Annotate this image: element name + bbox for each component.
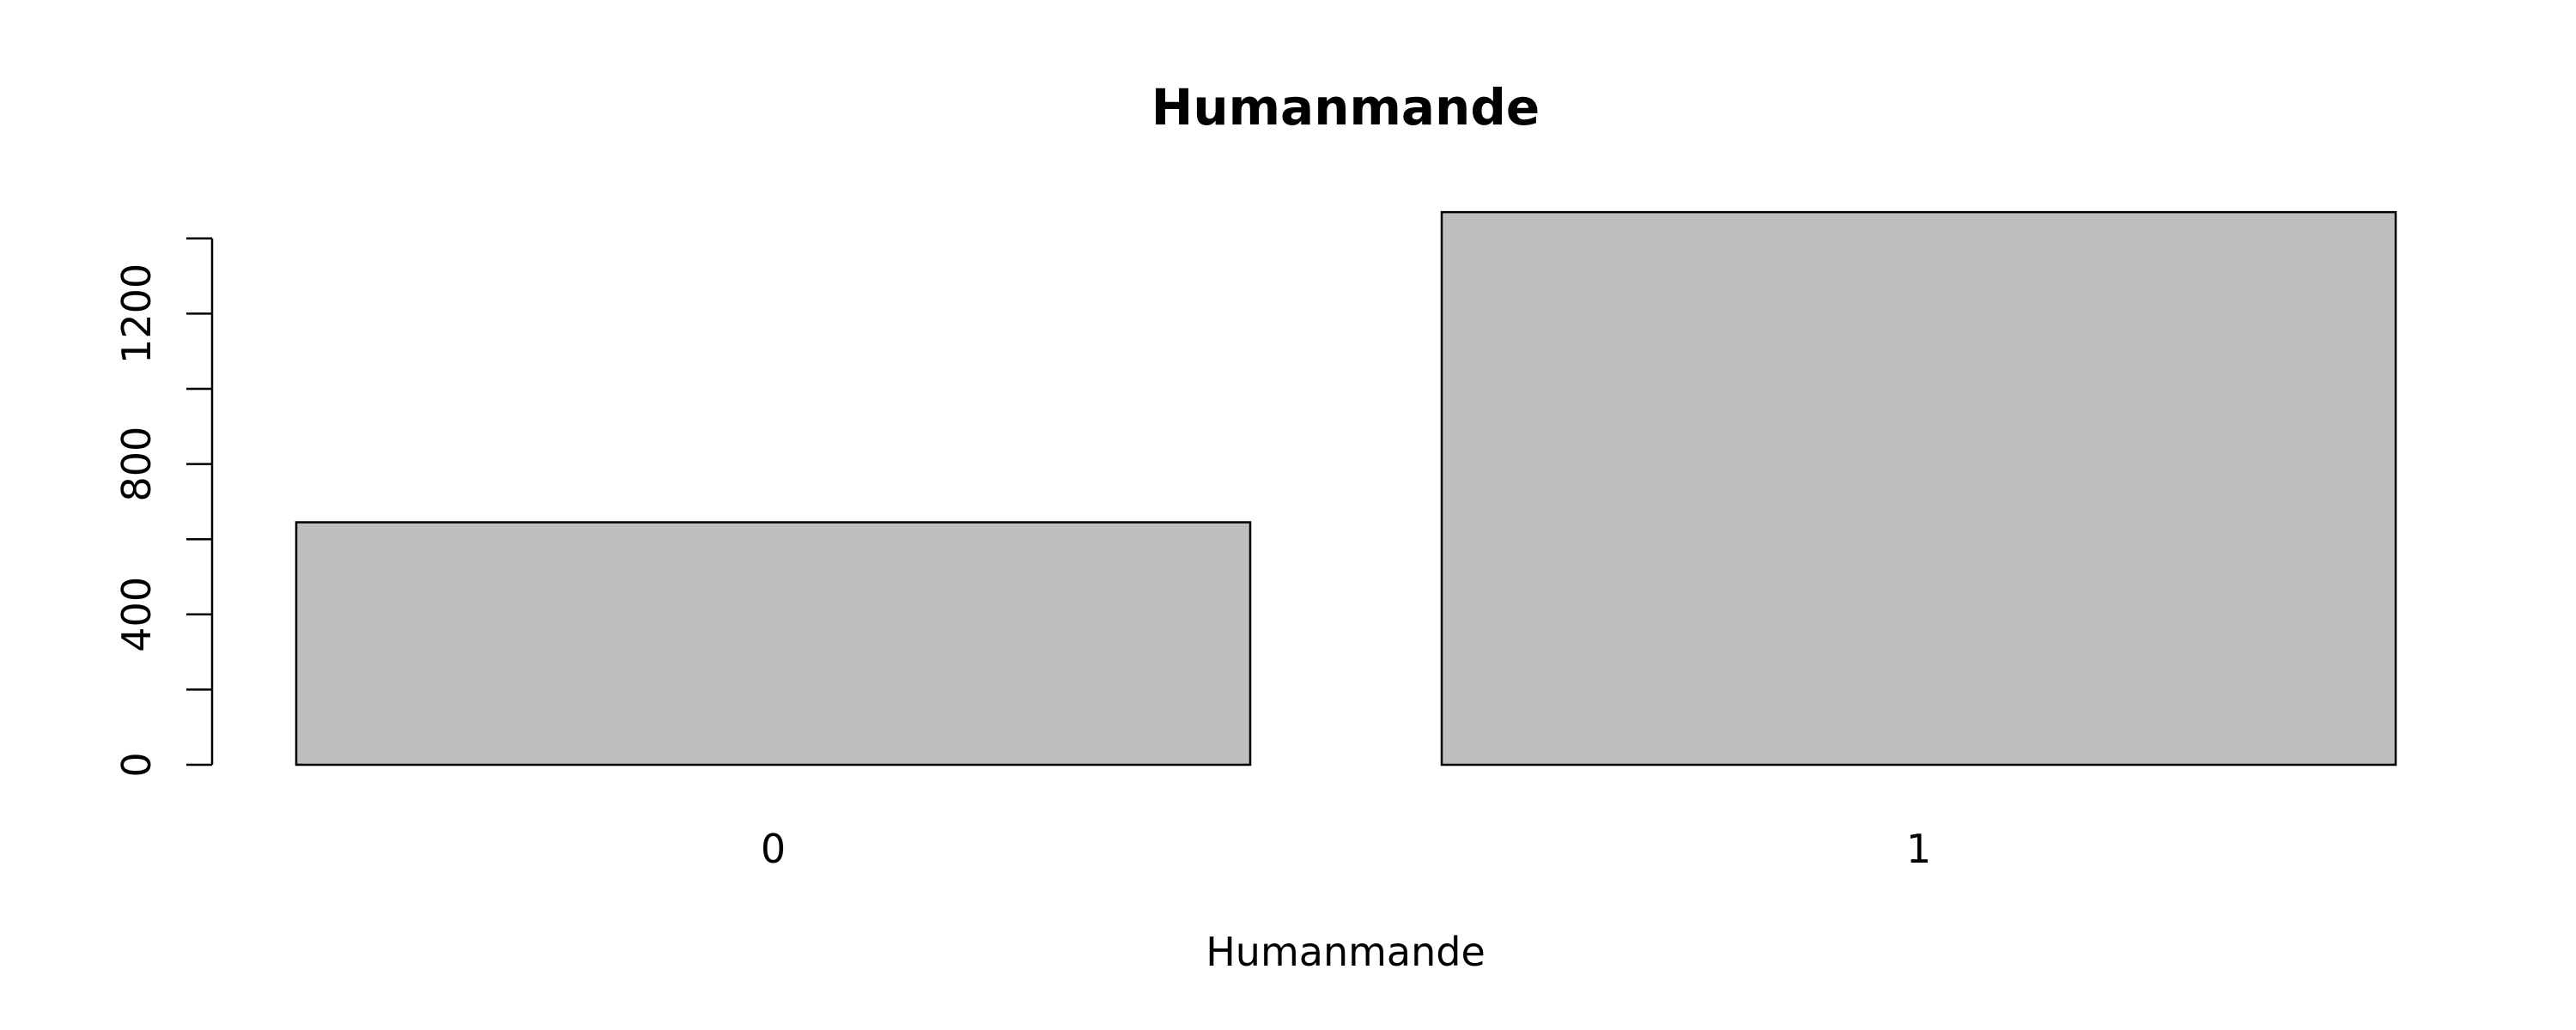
y-tick-label: 0 bbox=[113, 752, 160, 777]
x-axis-title: Humanmande bbox=[1206, 929, 1485, 975]
y-tick-label: 800 bbox=[113, 427, 160, 502]
y-axis: 0 400 800 1200 bbox=[113, 237, 214, 778]
bars-layer bbox=[295, 210, 2397, 766]
y-tick-label: 1200 bbox=[113, 264, 160, 364]
x-tick-label: 0 bbox=[761, 826, 786, 872]
bar-1 bbox=[1440, 210, 2397, 766]
chart-title: Humanmande bbox=[1151, 78, 1540, 136]
y-tick-label: 400 bbox=[113, 577, 160, 652]
bar-0 bbox=[295, 521, 1252, 766]
x-tick-label: 1 bbox=[1906, 826, 1931, 872]
